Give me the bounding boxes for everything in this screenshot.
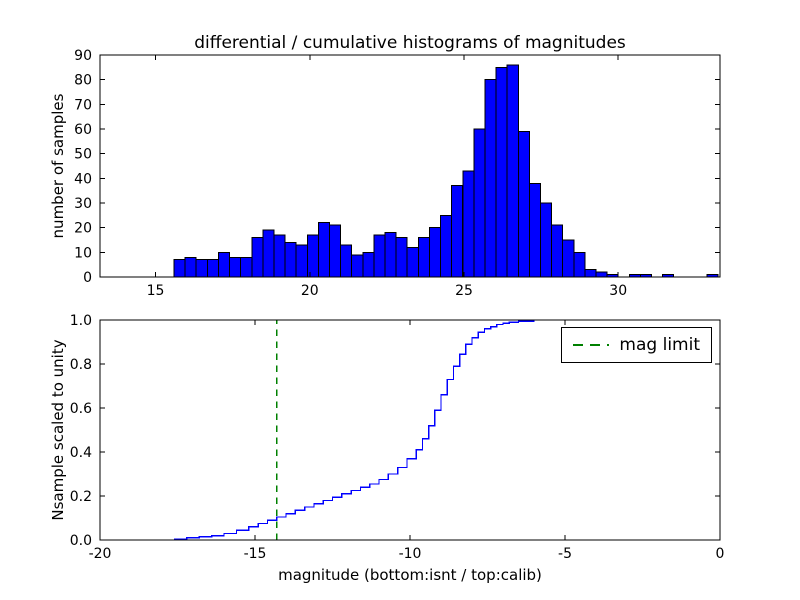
histogram-bar bbox=[240, 256, 253, 278]
histogram-bar bbox=[306, 234, 319, 278]
bottom-y-tick-label: 0.8 bbox=[70, 357, 92, 373]
top-y-tick-label: 50 bbox=[74, 147, 92, 163]
histogram-bar bbox=[340, 244, 353, 278]
histogram-bar bbox=[251, 237, 264, 278]
histogram-bar bbox=[562, 239, 575, 278]
cumulative-step-line bbox=[100, 319, 720, 541]
top-axes-frame bbox=[99, 54, 721, 278]
top-y-tick-label: 0 bbox=[83, 270, 92, 286]
histogram-bar bbox=[351, 254, 364, 278]
histogram-bar bbox=[317, 222, 330, 278]
top-y-tick-label: 80 bbox=[74, 73, 92, 89]
histogram-bar bbox=[528, 182, 541, 278]
bottom-y-axis-label: Nsample scaled to unity bbox=[49, 339, 67, 521]
bottom-x-tick-label: -20 bbox=[89, 546, 112, 562]
top-y-tick-label: 90 bbox=[74, 48, 92, 64]
histogram-bar bbox=[229, 256, 242, 278]
top-y-tick-label: 10 bbox=[74, 245, 92, 261]
histogram-bar bbox=[373, 234, 386, 278]
histogram-bar bbox=[195, 259, 208, 278]
top-y-tick-label: 20 bbox=[74, 221, 92, 237]
top-y-tick-label: 60 bbox=[74, 122, 92, 138]
top-y-tick-label: 70 bbox=[74, 97, 92, 113]
top-y-axis-label: number of samples bbox=[49, 93, 67, 239]
histogram-bar bbox=[595, 271, 608, 278]
histogram-bar bbox=[517, 130, 530, 278]
histogram-bar bbox=[584, 269, 597, 278]
histogram-bar bbox=[440, 214, 453, 278]
histogram-bar bbox=[395, 237, 408, 278]
top-x-tick-label: 15 bbox=[147, 283, 165, 299]
histogram-bar bbox=[462, 170, 475, 278]
bottom-x-tick-label: -5 bbox=[558, 546, 572, 562]
histogram-bar bbox=[451, 185, 464, 278]
legend-dashed-line-sample bbox=[573, 344, 610, 346]
histogram-bar bbox=[506, 64, 519, 278]
histogram-bar bbox=[417, 237, 430, 278]
histogram-bar bbox=[217, 251, 231, 278]
histogram-bar bbox=[328, 224, 342, 278]
bottom-y-tick-label: 0.4 bbox=[70, 445, 92, 461]
bottom-x-axis-label: magnitude (bottom:isnt / top:calib) bbox=[278, 566, 542, 584]
histogram-bar bbox=[173, 259, 186, 278]
histogram-bar bbox=[473, 128, 486, 278]
histogram-bar bbox=[206, 259, 219, 278]
histogram-bar bbox=[284, 241, 297, 278]
bottom-x-tick-label: -10 bbox=[399, 546, 422, 562]
top-x-tick-label: 25 bbox=[455, 283, 473, 299]
top-y-tick-label: 30 bbox=[74, 196, 92, 212]
histogram-bar bbox=[184, 256, 197, 278]
histogram-bar bbox=[362, 251, 375, 278]
chart-title: differential / cumulative histograms of … bbox=[194, 33, 626, 53]
bottom-y-tick-label: 0.6 bbox=[70, 401, 92, 417]
bottom-x-tick-label: -15 bbox=[244, 546, 267, 562]
histogram-bar bbox=[295, 244, 308, 278]
top-x-tick-label: 30 bbox=[609, 283, 627, 299]
bottom-y-tick-label: 1.0 bbox=[70, 313, 92, 329]
bottom-x-tick-label: 0 bbox=[716, 546, 725, 562]
top-x-tick-label: 20 bbox=[301, 283, 319, 299]
histogram-bar bbox=[428, 227, 442, 278]
histogram-bar bbox=[406, 246, 419, 278]
histogram-bar bbox=[273, 234, 286, 278]
histogram-bar bbox=[495, 66, 508, 278]
histogram-bar bbox=[484, 79, 497, 278]
histogram-bar bbox=[551, 224, 564, 278]
histogram-bar bbox=[573, 251, 586, 278]
histogram-bar bbox=[262, 229, 275, 278]
legend-label: mag limit bbox=[619, 335, 700, 355]
histogram-bar bbox=[539, 202, 553, 278]
legend: mag limit bbox=[561, 327, 712, 363]
bottom-y-tick-label: 0.2 bbox=[70, 489, 92, 505]
histogram-bar bbox=[384, 232, 397, 278]
bottom-y-tick-label: 0.0 bbox=[70, 533, 92, 549]
top-y-tick-label: 40 bbox=[74, 171, 92, 187]
